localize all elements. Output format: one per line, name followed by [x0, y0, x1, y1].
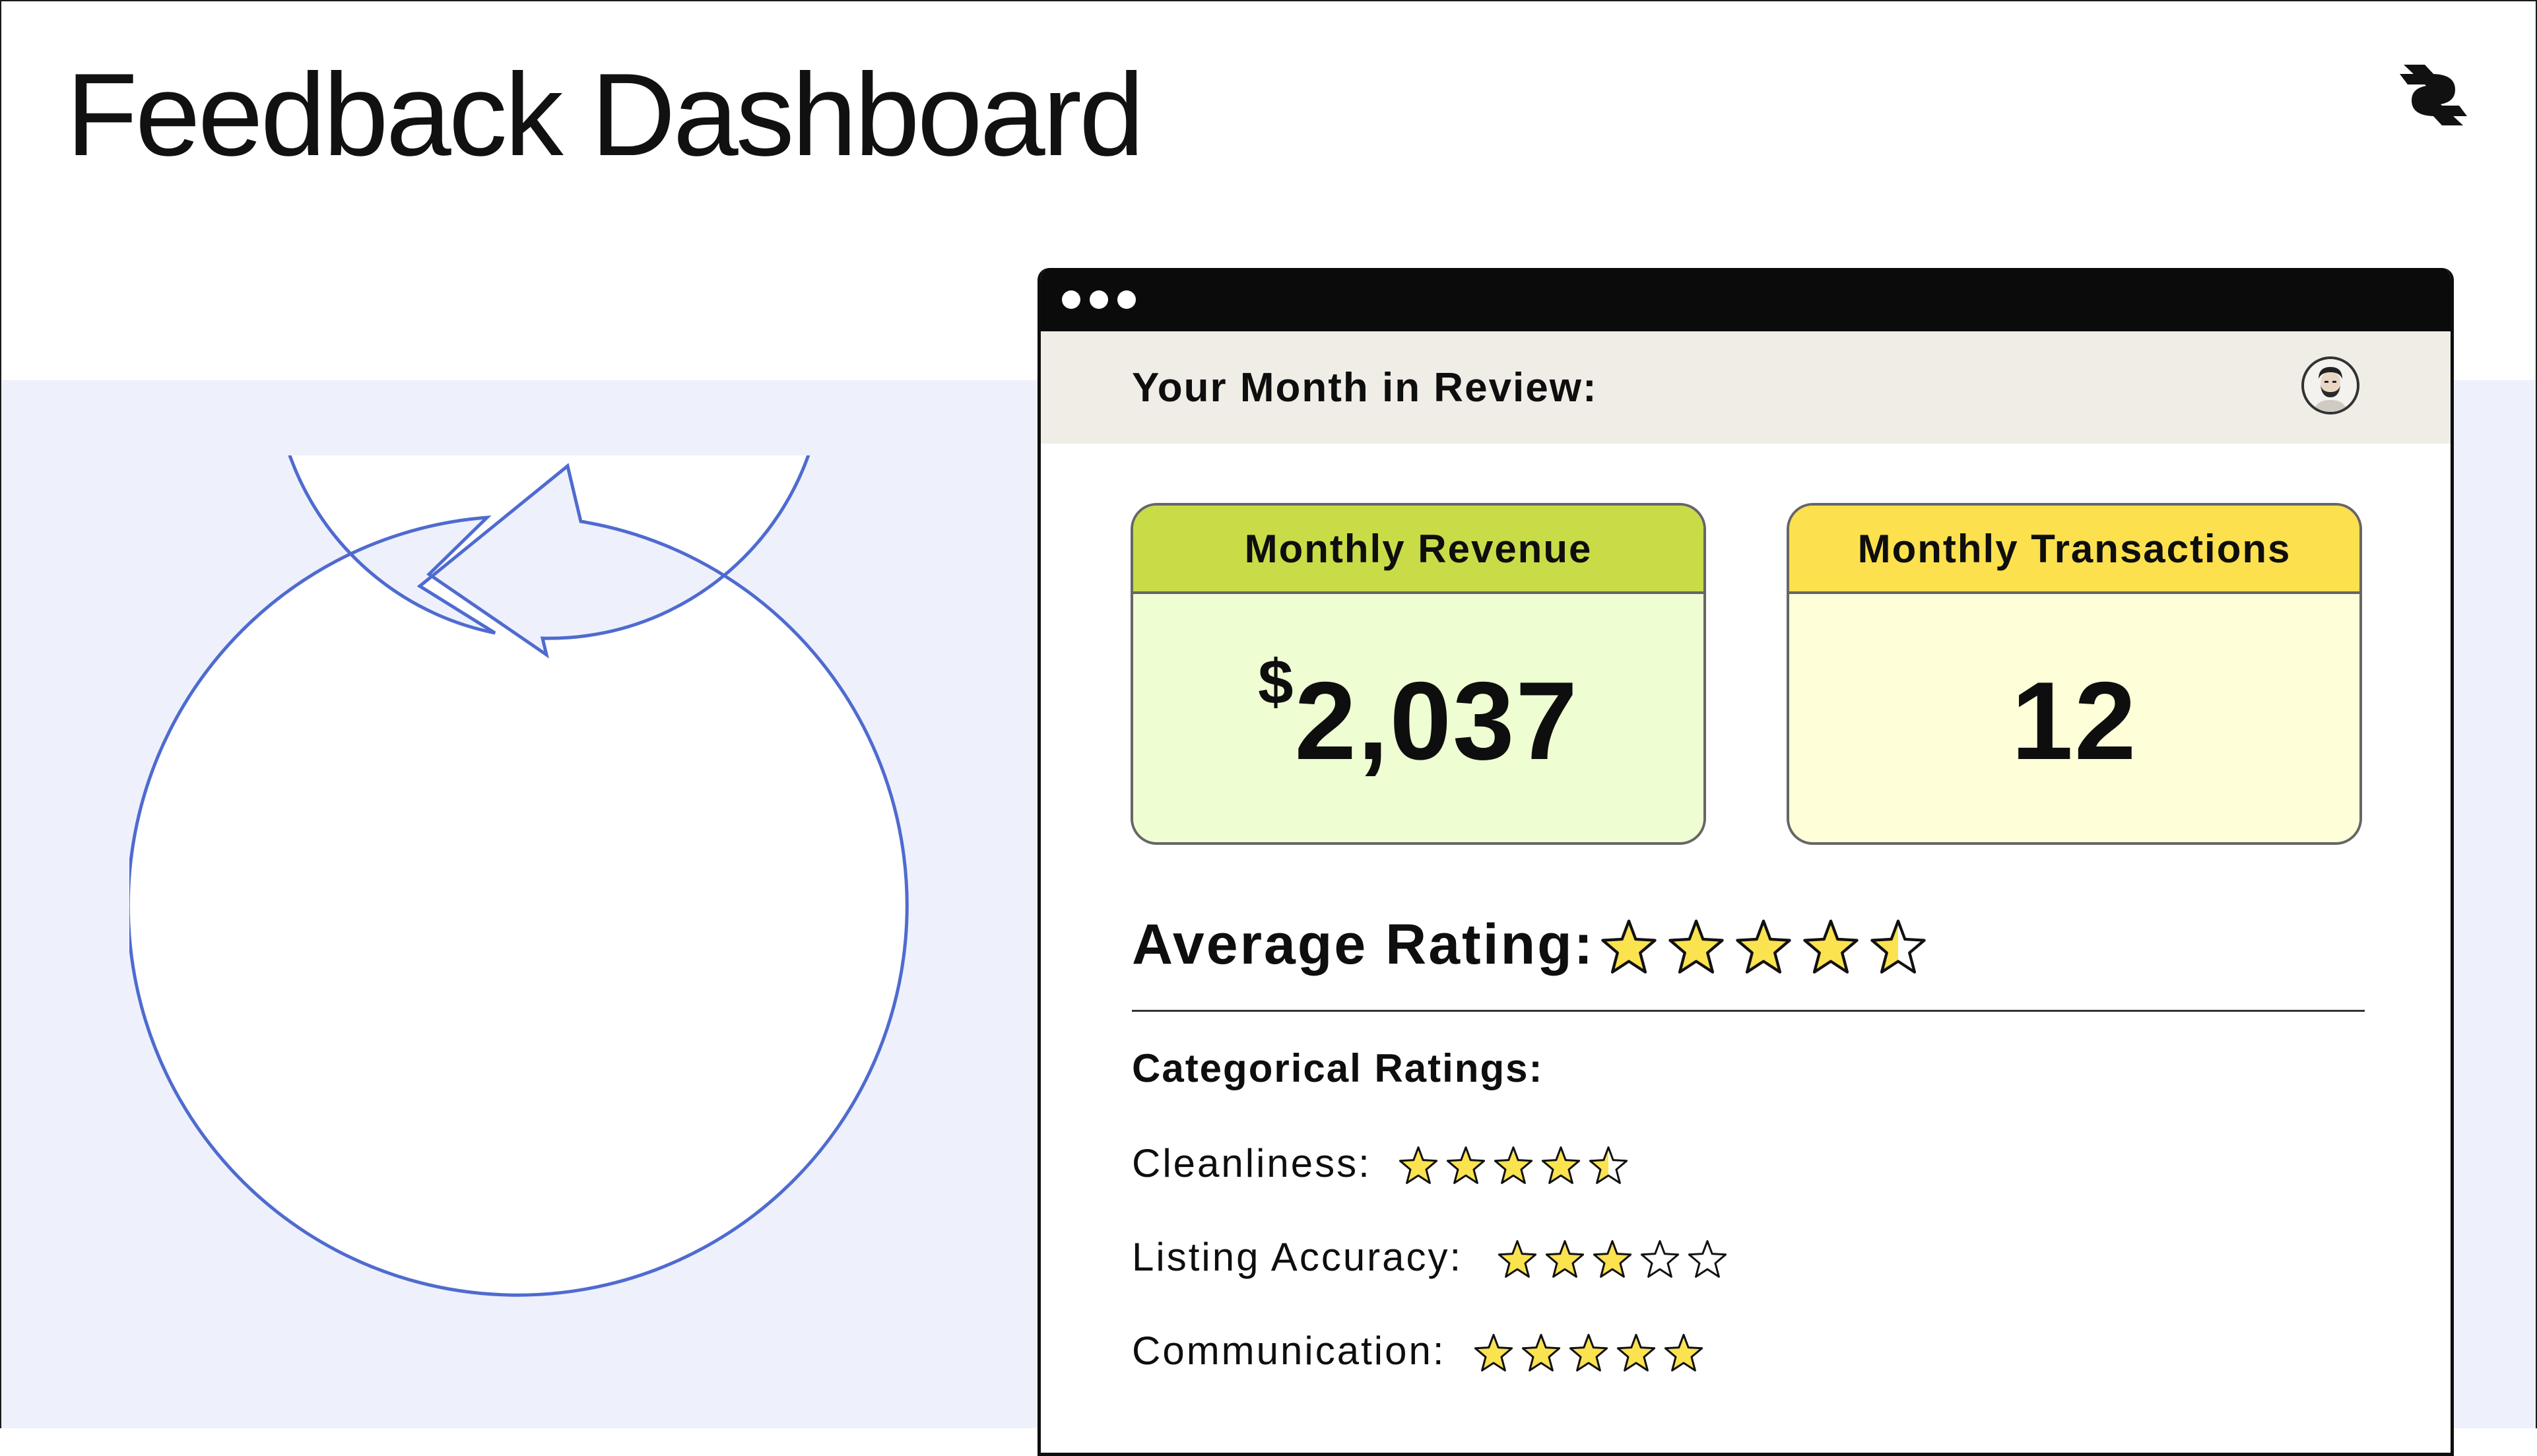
monthly-revenue-value-box: $2,037: [1133, 594, 1703, 842]
star-icon: [1474, 1333, 1513, 1372]
monthly-transactions-label: Monthly Transactions: [1789, 506, 2359, 594]
star-icon: [1446, 1146, 1486, 1184]
star-icon: [1545, 1240, 1585, 1278]
review-window: Your Month in Review: Monthly Revenue $2…: [1038, 268, 2454, 1456]
star-icon: [1688, 1240, 1727, 1278]
category-label-cleanliness: Cleanliness:: [1132, 1141, 1371, 1185]
star-icon: [1601, 919, 1657, 974]
categorical-ratings-title: Categorical Ratings:: [1132, 1046, 1544, 1090]
average-rating-stars: [1600, 919, 1937, 976]
avatar[interactable]: [2301, 356, 2359, 414]
average-rating-label: Average Rating:: [1132, 913, 1595, 976]
divider: [1132, 1010, 2365, 1012]
category-label-listing-accuracy: Listing Accuracy:: [1132, 1235, 1463, 1279]
star-icon: [1870, 919, 1926, 974]
cleanliness-stars: [1399, 1146, 1636, 1185]
monthly-revenue-card: Monthly Revenue $2,037: [1131, 503, 1706, 845]
star-icon: [1668, 919, 1724, 974]
brand-logo-icon: [2390, 62, 2476, 128]
monthly-transactions-value: 12: [1789, 594, 2359, 842]
star-icon: [1803, 919, 1859, 974]
star-icon: [1569, 1333, 1608, 1372]
window-dot-icon[interactable]: [1062, 290, 1080, 309]
star-icon: [1399, 1146, 1438, 1184]
currency-symbol: $: [1258, 647, 1295, 717]
page-title: Feedback Dashboard: [66, 49, 1144, 180]
star-icon: [1664, 1333, 1703, 1372]
star-icon: [1498, 1240, 1537, 1278]
window-titlebar: [1041, 268, 2451, 331]
monthly-transactions-card: Monthly Transactions 12: [1787, 503, 2362, 845]
category-label-communication: Communication:: [1132, 1329, 1446, 1373]
listing-accuracy-stars: [1498, 1240, 1735, 1279]
monthly-revenue-label: Monthly Revenue: [1133, 506, 1703, 594]
review-title: Your Month in Review:: [1132, 365, 1598, 411]
star-icon: [1736, 919, 1791, 974]
star-icon: [1640, 1240, 1680, 1278]
window-dot-icon[interactable]: [1090, 290, 1108, 309]
star-icon: [1616, 1333, 1656, 1372]
star-icon: [1593, 1240, 1632, 1278]
review-header: Your Month in Review:: [1041, 331, 2451, 444]
circular-arrow-icon: [129, 455, 948, 1307]
star-icon: [1521, 1333, 1561, 1372]
star-icon: [1589, 1146, 1628, 1184]
star-icon: [1541, 1146, 1581, 1184]
window-dot-icon[interactable]: [1117, 290, 1136, 309]
monthly-revenue-value: 2,037: [1294, 658, 1579, 783]
star-icon: [1494, 1146, 1533, 1184]
communication-stars: [1474, 1333, 1711, 1373]
